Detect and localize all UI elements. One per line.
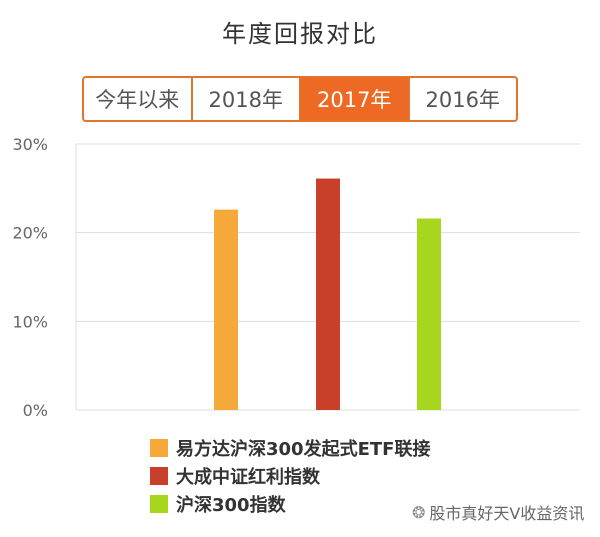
y-tick-label: 20%	[12, 224, 48, 243]
bar-chart: 0% 10% 20% 30%	[12, 135, 580, 420]
y-tick-label: 10%	[12, 312, 48, 331]
legend-swatch	[150, 467, 168, 485]
year-tabs: 今年以来 2018年 2017年 2016年	[82, 76, 518, 122]
y-tick-label: 30%	[12, 135, 48, 154]
legend-swatch	[150, 439, 168, 457]
tab-2016[interactable]: 2016年	[425, 88, 500, 112]
bar	[417, 218, 441, 410]
wechat-icon: ❂	[412, 502, 426, 522]
legend: 易方达沪深300发起式ETF联接 大成中证红利指数 沪深300指数	[150, 434, 430, 518]
legend-item: 易方达沪深300发起式ETF联接	[150, 434, 430, 462]
legend-label: 易方达沪深300发起式ETF联接	[176, 439, 431, 460]
legend-item: 沪深300指数	[150, 490, 430, 518]
tab-2017[interactable]: 2017年	[301, 78, 410, 120]
chart-title: 年度回报对比	[222, 20, 378, 48]
tab-ytd[interactable]: 今年以来	[84, 78, 193, 120]
bar	[316, 178, 340, 410]
legend-label: 沪深300指数	[176, 495, 286, 516]
legend-label: 大成中证红利指数	[176, 467, 320, 488]
tab-2018[interactable]: 2018年	[193, 78, 301, 120]
watermark: ❂ 股市真好天V收益资讯	[412, 500, 584, 524]
watermark-text: 股市真好天V收益资讯	[429, 504, 585, 523]
legend-item: 大成中证红利指数	[150, 462, 430, 490]
legend-swatch	[150, 495, 168, 513]
y-tick-label: 0%	[23, 401, 48, 420]
bar	[214, 209, 238, 410]
